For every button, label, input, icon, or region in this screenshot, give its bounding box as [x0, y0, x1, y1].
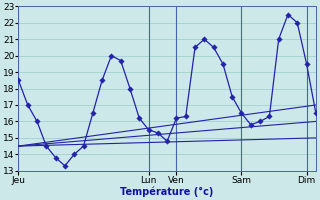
X-axis label: Température (°c): Température (°c): [120, 187, 214, 197]
